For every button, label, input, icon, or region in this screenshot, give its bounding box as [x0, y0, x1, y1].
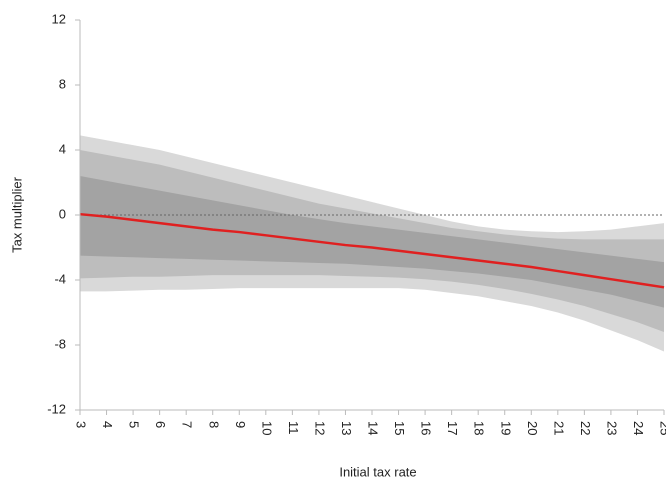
x-tick-label: 5 [127, 421, 142, 428]
x-tick-label: 14 [366, 421, 381, 435]
x-tick-label: 22 [578, 421, 593, 435]
x-tick-label: 11 [286, 421, 301, 435]
x-tick-label: 17 [445, 421, 460, 435]
y-tick-label: 8 [59, 76, 66, 91]
x-tick-label: 15 [392, 421, 407, 435]
x-tick-label: 25 [658, 421, 666, 435]
y-tick-label: -8 [54, 336, 66, 351]
x-tick-label: 24 [631, 421, 646, 435]
x-tick-label: 9 [233, 421, 248, 428]
x-tick-label: 3 [74, 421, 89, 428]
y-tick-label: -12 [47, 401, 66, 416]
median-line [79, 212, 665, 289]
x-tick-label: 6 [153, 421, 168, 428]
x-axis-label: Initial tax rate [339, 464, 416, 479]
y-tick-label: -4 [54, 271, 66, 286]
fan-band [80, 176, 664, 308]
y-axis-label: Tax multiplier [9, 176, 24, 253]
x-tick-label: 23 [604, 421, 619, 435]
x-tick-label: 19 [498, 421, 513, 435]
y-tick-label: 12 [52, 11, 66, 26]
x-tick-label: 21 [551, 421, 566, 435]
x-tick-label: 8 [206, 421, 221, 428]
x-tick-label: 12 [312, 421, 327, 435]
y-tick-label: 4 [59, 141, 66, 156]
x-tick-label: 20 [525, 421, 540, 435]
y-tick-label: 0 [59, 206, 66, 221]
x-tick-label: 16 [419, 421, 434, 435]
x-tick-label: 7 [180, 421, 195, 428]
x-tick-label: 10 [259, 421, 274, 435]
x-tick-label: 18 [472, 421, 487, 435]
x-tick-label: 13 [339, 421, 354, 435]
x-tick-label: 4 [100, 421, 115, 428]
